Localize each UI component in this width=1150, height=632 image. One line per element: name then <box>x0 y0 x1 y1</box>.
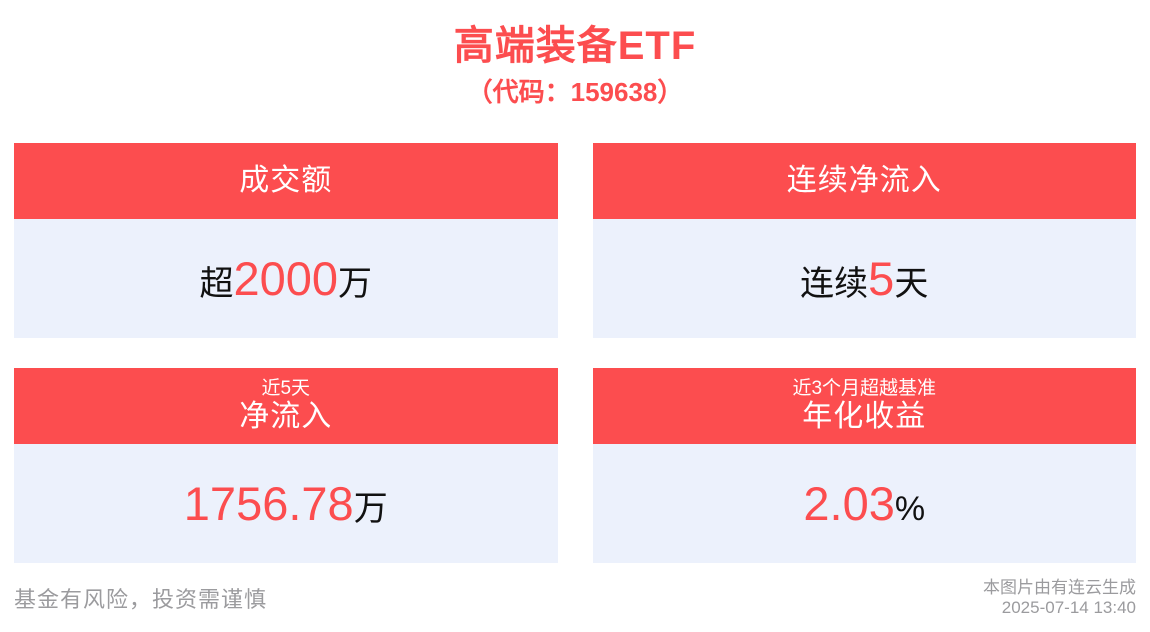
title-block: 高端装备ETF （代码：159638） <box>0 0 1150 143</box>
page-title: 高端装备ETF <box>453 24 697 68</box>
stat-card-annualized-return: 近3个月超越基准 年化收益 2.03 % <box>592 368 1136 563</box>
value-number: 2.03 <box>803 477 895 530</box>
stat-card-header: 成交额 <box>14 143 558 219</box>
stat-card-tag: 近3个月超越基准 <box>792 377 937 399</box>
risk-disclaimer: 基金有风险，投资需谨慎 <box>14 586 268 612</box>
stat-card-value: 2.03 % <box>803 480 925 527</box>
credit-block: 本图片由有连云生成 2025-07-14 13:40 <box>983 578 1136 616</box>
stat-card-consecutive-inflow: 连续净流入 连续 5 天 <box>592 143 1136 338</box>
stat-card-header: 连续净流入 <box>592 143 1136 219</box>
stat-card-value: 连续 5 天 <box>800 255 928 302</box>
stat-card-body: 超 2000 万 <box>14 219 558 338</box>
stat-card-net-inflow: 近5天 净流入 1756.78 万 <box>14 368 558 563</box>
stat-card-turnover: 成交额 超 2000 万 <box>14 143 558 338</box>
page-subtitle: （代码：159638） <box>466 77 684 107</box>
footer: 基金有风险，投资需谨慎 本图片由有连云生成 2025-07-14 13:40 <box>0 563 1150 632</box>
value-prefix: 连续 <box>800 265 869 303</box>
generated-timestamp: 2025-07-14 13:40 <box>1001 597 1136 617</box>
stat-card-header: 近3个月超越基准 年化收益 <box>592 368 1136 444</box>
value-suffix: % <box>894 490 926 528</box>
stat-card-value: 1756.78 万 <box>184 480 388 527</box>
value-number: 1756.78 <box>183 477 354 530</box>
stat-card-title: 年化收益 <box>802 399 927 433</box>
stat-card-header: 近5天 净流入 <box>14 368 558 444</box>
value-suffix: 天 <box>894 265 929 303</box>
value-prefix: 超 <box>199 265 234 303</box>
stat-card-value: 超 2000 万 <box>199 255 372 302</box>
stat-card-tag: 近5天 <box>261 377 311 399</box>
value-number: 5 <box>868 252 895 305</box>
stat-card-title: 净流入 <box>239 399 333 433</box>
stat-card-title: 连续净流入 <box>786 163 942 197</box>
stat-cards-grid: 成交额 超 2000 万 连续净流入 连续 5 天 <box>0 143 1150 563</box>
value-suffix: 万 <box>353 490 388 528</box>
value-suffix: 万 <box>338 265 373 303</box>
credit-text: 本图片由有连云生成 <box>983 578 1136 598</box>
stat-card-body: 连续 5 天 <box>592 219 1136 338</box>
value-number: 2000 <box>233 252 339 305</box>
stat-card-body: 2.03 % <box>592 444 1136 563</box>
stat-card-body: 1756.78 万 <box>14 444 558 563</box>
stat-card-title: 成交额 <box>239 163 333 197</box>
